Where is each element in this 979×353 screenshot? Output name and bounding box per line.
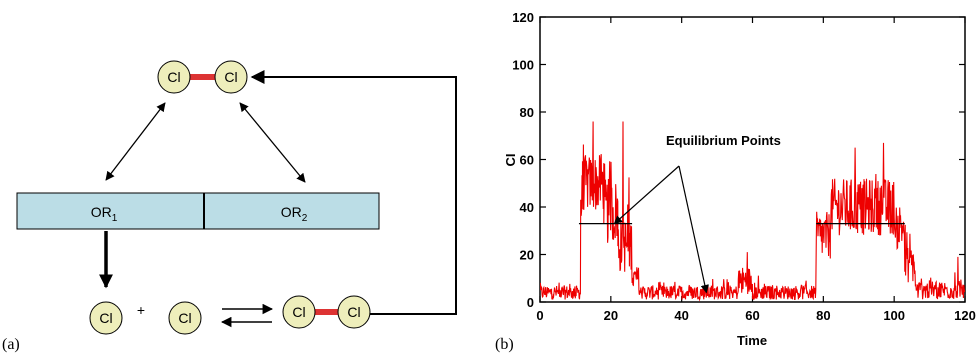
x-tick-label: 100	[883, 308, 905, 323]
y-tick-label: 80	[520, 105, 534, 120]
top-dimer-molecule-right	[214, 60, 248, 94]
y-tick-label: 20	[520, 248, 534, 263]
panel-a-diagram: Cl Cl OR1 OR2 Cl + Cl	[2, 60, 457, 353]
y-tick-label: 40	[520, 200, 534, 215]
top-dimer-label-right: Cl	[224, 69, 237, 85]
top-dimer-molecule-left	[157, 60, 191, 94]
x-axis-title: Time	[737, 333, 767, 348]
x-tick-label: 40	[674, 308, 688, 323]
x-axis-ticks: 0 20 40 60 80 100 120	[536, 17, 976, 323]
y-tick-label: 0	[527, 295, 534, 310]
x-tick-label: 120	[954, 308, 976, 323]
operator-or2-label: OR2	[281, 204, 308, 224]
annotation-arrow	[678, 165, 709, 294]
operator-or1-label: OR1	[91, 204, 118, 224]
plus-sign: +	[137, 302, 145, 318]
top-dimer-label-left: Cl	[167, 69, 180, 85]
plot-frame	[539, 16, 966, 303]
y-tick-label: 60	[520, 153, 534, 168]
x-tick-label: 0	[536, 308, 543, 323]
monomer-right-label: Cl	[178, 310, 191, 326]
panel-a-label: (a)	[2, 336, 20, 353]
x-tick-label: 80	[816, 308, 830, 323]
monomer-right: Cl	[168, 301, 202, 335]
monomer-right-circle	[168, 301, 202, 335]
x-tick-label: 20	[604, 308, 618, 323]
y-axis-ticks: 0 20 40 60 80 100 120	[512, 10, 965, 310]
panel-b-label: (b)	[495, 336, 514, 353]
top-dimer: Cl Cl	[157, 60, 248, 94]
equilibrium-annotation: Equilibrium Points	[666, 133, 781, 148]
y-tick-label: 100	[512, 58, 534, 73]
monomer-left: Cl	[89, 301, 123, 335]
monomer-left-label: Cl	[99, 310, 112, 326]
bottom-dimer-label-right: Cl	[347, 304, 360, 320]
y-axis-title: CI	[503, 154, 518, 167]
bottom-dimer-molecule-left	[282, 295, 316, 329]
bottom-dimer-molecule-right	[337, 295, 371, 329]
bottom-dimer: Cl Cl	[282, 295, 371, 329]
monomer-left-circle	[89, 301, 123, 335]
operator-or1-region	[16, 192, 205, 230]
annotation-arrows	[613, 165, 709, 294]
bottom-dimer-label-left: Cl	[292, 304, 305, 320]
binding-arrow-or1	[105, 102, 166, 181]
panel-b-chart: (b) 0 20 40 60 80 100 120 0 20 40 60 80 100 120 Equi…	[495, 10, 976, 353]
x-tick-label: 60	[745, 308, 759, 323]
binding-arrow-or2	[239, 102, 306, 183]
feedback-arrow	[250, 70, 457, 315]
ci-series-trace	[540, 121, 965, 302]
y-tick-label: 120	[512, 10, 534, 25]
operator-box: OR1 OR2	[16, 192, 380, 230]
annotation-arrow	[613, 165, 680, 225]
operator-or2-region	[203, 192, 380, 230]
